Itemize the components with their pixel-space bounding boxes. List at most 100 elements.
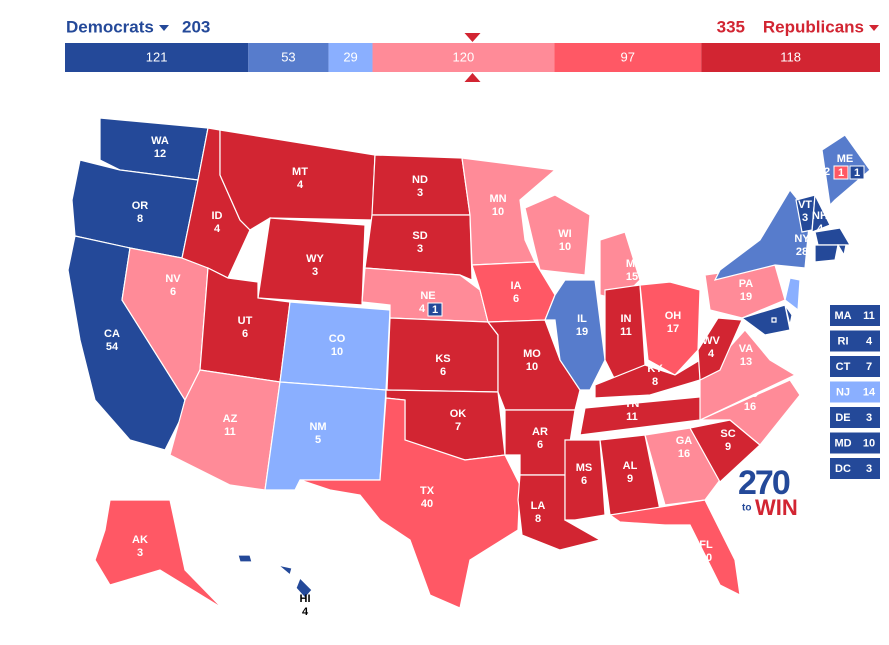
state-label: KS	[435, 353, 450, 365]
party-total: 335	[717, 17, 745, 36]
state-label: MO	[523, 348, 541, 360]
bar-label: 121	[146, 49, 168, 64]
state-ev: 3	[312, 266, 318, 278]
callout-label: NJ	[836, 386, 850, 398]
callout-ev: 4	[866, 335, 873, 347]
callout-ev: 3	[866, 463, 872, 475]
state-ev: 19	[576, 326, 588, 338]
state	[814, 244, 839, 263]
logo-small: to	[742, 503, 751, 514]
state	[237, 554, 313, 599]
state-label: WA	[151, 135, 169, 147]
state	[713, 188, 811, 281]
state-label: ME	[837, 153, 854, 165]
callout-ev: 3	[866, 412, 872, 424]
callout-ev: 10	[863, 437, 875, 449]
state-ev: 16	[744, 401, 756, 413]
state-label: ND	[412, 174, 428, 186]
marker	[464, 73, 481, 82]
state-ev: 10	[492, 206, 504, 218]
bar-label: 29	[343, 49, 357, 64]
state-ev: 10	[559, 241, 571, 253]
state-ev: 11	[224, 426, 236, 438]
callout-ev: 14	[863, 386, 876, 398]
state-ev: 3	[802, 212, 808, 224]
state	[740, 304, 791, 336]
bar-segment	[65, 43, 249, 72]
state-ev: 15	[626, 271, 638, 283]
state-label: IL	[577, 313, 587, 325]
state-label: AZ	[223, 413, 238, 425]
callout-box	[830, 356, 880, 377]
state-ev: 16	[678, 448, 690, 460]
state-ev: 4	[297, 179, 304, 191]
callout-box	[830, 330, 880, 352]
state-label: NM	[309, 421, 326, 433]
state-label: MI	[626, 258, 638, 270]
party-total: 203	[182, 17, 210, 36]
state-ev: 6	[513, 293, 519, 305]
state	[564, 439, 606, 521]
state-label: AL	[623, 460, 638, 472]
state	[811, 192, 831, 233]
state-label: WI	[558, 228, 571, 240]
bar-segment	[372, 43, 555, 72]
state	[299, 397, 521, 609]
dropdown	[869, 25, 879, 31]
state	[784, 277, 801, 312]
state	[644, 427, 721, 506]
state-ev: 7	[455, 421, 461, 433]
state	[836, 244, 847, 257]
callout-ev: 7	[866, 361, 872, 373]
bar-label: 53	[281, 49, 295, 64]
state-label: IA	[511, 280, 522, 292]
state-label: NH	[812, 210, 828, 222]
state-ev: 6	[581, 475, 587, 487]
district-ev: 1	[854, 167, 860, 179]
bar-segment	[701, 43, 880, 72]
state-label: HI	[300, 593, 311, 605]
state-label: TX	[420, 485, 435, 497]
state-ev: 9	[627, 473, 633, 485]
state-label: CA	[104, 328, 120, 340]
state-label: VT	[798, 199, 812, 211]
state-label: MS	[576, 462, 593, 474]
state	[524, 194, 591, 276]
callout-box	[830, 305, 880, 326]
callout-box	[830, 407, 880, 428]
callout-box	[830, 458, 880, 479]
state-label: AR	[532, 426, 548, 438]
logo-number: 270	[738, 464, 790, 502]
state-ev: 4	[708, 348, 715, 360]
state-ev: 10	[526, 361, 538, 373]
state-ev: 3	[417, 187, 423, 199]
callout-label: DE	[835, 412, 850, 424]
state	[364, 214, 473, 281]
state-ev: 6	[170, 286, 176, 298]
state-ev: 10	[331, 346, 343, 358]
state	[697, 317, 743, 381]
state-ev: 4	[214, 223, 221, 235]
state-label: WY	[306, 253, 324, 265]
state	[461, 157, 557, 266]
state-ev: 8	[652, 376, 658, 388]
state-label: PA	[739, 278, 754, 290]
bar-label: 97	[621, 49, 635, 64]
state-label: TN	[625, 398, 640, 410]
state-ev: 6	[242, 328, 248, 340]
state-label: LA	[531, 500, 546, 512]
state-ev: 8	[137, 213, 143, 225]
state	[257, 217, 366, 306]
callout-ev: 11	[863, 310, 875, 322]
logo-word: WIN	[755, 495, 798, 520]
state-label: NE	[420, 290, 435, 302]
bar-label: 120	[453, 49, 475, 64]
bar-segment	[554, 43, 702, 72]
state-label: OH	[665, 310, 682, 322]
state-label: OK	[450, 408, 467, 420]
state-ev: 11	[620, 326, 632, 338]
callout-label: CT	[836, 361, 851, 373]
state-ev: 54	[106, 341, 119, 353]
